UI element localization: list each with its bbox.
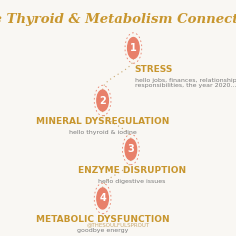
Text: MINERAL DYSREGULATION: MINERAL DYSREGULATION — [36, 117, 169, 126]
Text: METABOLIC DYSFUNCTION: METABOLIC DYSFUNCTION — [36, 215, 169, 224]
Text: ENZYME DISRUPTION: ENZYME DISRUPTION — [78, 166, 186, 175]
Text: 3: 3 — [127, 144, 134, 155]
Text: The Thyroid & Metabolism Connection: The Thyroid & Metabolism Connection — [0, 13, 236, 26]
Text: STRESS: STRESS — [135, 65, 173, 74]
Circle shape — [128, 38, 139, 59]
Text: 2: 2 — [99, 96, 106, 105]
Text: 4: 4 — [99, 194, 106, 203]
Text: hello digestive issues: hello digestive issues — [98, 179, 166, 184]
Text: 1: 1 — [130, 43, 137, 53]
Circle shape — [125, 139, 137, 160]
Circle shape — [97, 90, 108, 111]
Circle shape — [97, 188, 108, 209]
Text: hello thyroid & iodine: hello thyroid & iodine — [69, 130, 136, 135]
Text: hello jobs, finances, relationships,
responsibilities, the year 2020...: hello jobs, finances, relationships, res… — [135, 78, 236, 88]
Text: @THESOULFULSPROUT: @THESOULFULSPROUT — [86, 223, 150, 228]
Text: goodbye energy: goodbye energy — [77, 228, 128, 233]
